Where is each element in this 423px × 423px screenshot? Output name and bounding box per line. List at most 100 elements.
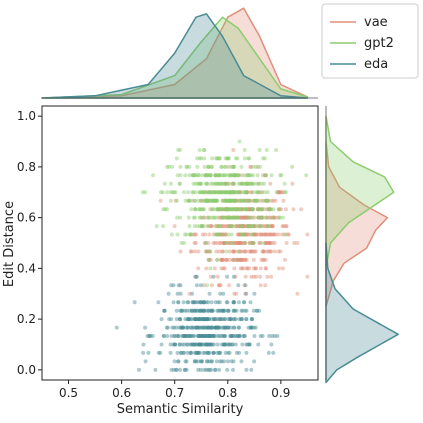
scatter-point [235, 257, 240, 262]
scatter-point [211, 198, 216, 203]
scatter-point [246, 207, 251, 212]
scatter-point [230, 257, 235, 262]
scatter-point [214, 198, 219, 203]
scatter-point [228, 198, 233, 203]
scatter-point [192, 325, 196, 330]
scatter-point [231, 181, 236, 186]
scatter-point [224, 207, 229, 212]
scatter-point [238, 215, 243, 220]
scatter-point [252, 291, 257, 296]
scatter-point [243, 274, 248, 279]
scatter-point [176, 300, 181, 305]
scatter-point [245, 215, 249, 220]
scatter-point [266, 249, 271, 254]
scatter-point [256, 342, 261, 347]
scatter-point [233, 224, 238, 229]
scatter-point [260, 334, 265, 338]
scatter-point [237, 173, 242, 178]
scatter-point [230, 334, 235, 338]
scatter-point [193, 308, 198, 313]
scatter-point [205, 342, 210, 347]
scatter-point [256, 224, 260, 229]
scatter-point [216, 190, 221, 195]
scatter-point [250, 317, 255, 322]
scatter-point [267, 241, 272, 245]
scatter-point [201, 148, 206, 152]
scatter-point [169, 283, 174, 288]
scatter-point [217, 325, 221, 330]
scatter-point [234, 190, 239, 195]
scatter-point [243, 241, 247, 245]
scatter-point [187, 308, 192, 313]
scatter-point [222, 317, 227, 322]
y-tick-label: 0.8 [17, 160, 36, 174]
scatter-point [276, 232, 281, 237]
scatter-point [174, 308, 179, 313]
scatter-point [277, 266, 281, 271]
scatter-point [224, 198, 228, 203]
scatter-point [209, 190, 213, 195]
scatter-point [250, 207, 255, 212]
scatter-point [191, 181, 196, 186]
scatter-point [243, 249, 248, 254]
scatter-point [194, 325, 199, 330]
scatter-point [218, 283, 223, 288]
scatter-point [231, 308, 236, 313]
scatter-point [223, 325, 228, 330]
scatter-point [272, 232, 276, 237]
scatter-point [221, 173, 226, 178]
scatter-point [251, 249, 256, 254]
scatter-point [224, 181, 229, 186]
scatter-point [268, 249, 273, 254]
scatter-point [224, 342, 229, 347]
scatter-point [239, 241, 244, 245]
scatter-point [227, 283, 232, 288]
scatter-point [174, 156, 179, 161]
scatter-point [223, 181, 228, 186]
scatter-point [169, 232, 174, 237]
scatter-point [265, 190, 270, 195]
scatter-point [222, 232, 227, 237]
scatter-point [226, 350, 231, 355]
scatter-point [204, 198, 209, 203]
scatter-point [179, 308, 184, 313]
scatter-point [249, 215, 254, 220]
scatter-point [245, 266, 250, 271]
scatter-point [245, 181, 250, 186]
scatter-point [263, 190, 267, 195]
scatter-point [212, 317, 217, 322]
scatter-point [242, 232, 247, 237]
scatter-point [206, 164, 211, 169]
scatter-point [233, 198, 238, 203]
scatter-point [206, 325, 211, 330]
scatter-point [208, 249, 213, 254]
scatter-point [168, 342, 173, 347]
scatter-point [181, 325, 186, 330]
scatter-point [261, 215, 266, 220]
scatter-point [219, 334, 224, 338]
scatter-point [251, 224, 256, 229]
scatter-point [236, 215, 241, 220]
scatter-point [215, 207, 220, 212]
scatter-point [210, 308, 215, 313]
scatter-point [228, 207, 233, 212]
scatter-point [214, 232, 219, 237]
scatter-point [211, 190, 215, 195]
scatter-point [256, 190, 261, 195]
scatter-point [231, 198, 236, 203]
scatter-point [141, 342, 146, 347]
scatter-point [230, 224, 235, 229]
scatter-point [171, 300, 176, 305]
scatter-point [177, 334, 181, 338]
scatter-point [132, 300, 137, 305]
scatter-point [233, 207, 238, 212]
scatter-point [237, 241, 242, 245]
scatter-point [230, 181, 235, 186]
scatter-point [222, 190, 227, 195]
scatter-point [265, 249, 270, 254]
scatter-point [265, 198, 270, 203]
scatter-point [222, 241, 226, 245]
scatter-point [192, 317, 197, 322]
scatter-point [237, 241, 242, 245]
scatter-point [241, 334, 246, 338]
